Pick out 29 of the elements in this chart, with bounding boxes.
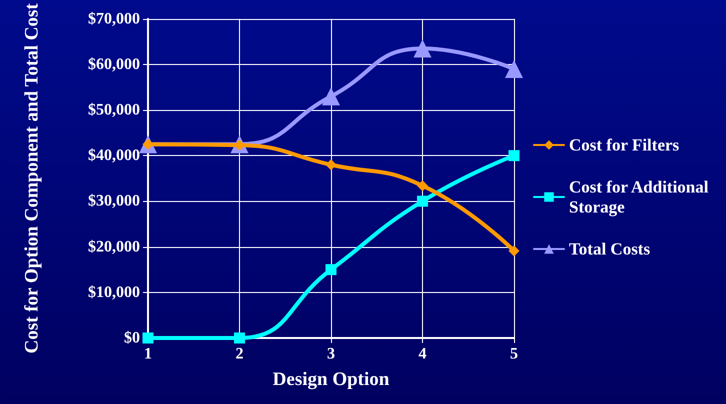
y-tick-label: $0 xyxy=(124,330,140,346)
point xyxy=(326,159,336,170)
point xyxy=(414,39,432,58)
point xyxy=(234,332,245,344)
y-tick-label: $10,000 xyxy=(88,284,140,301)
legend-label: Cost for Additional Storage xyxy=(569,178,713,216)
y-tick-label: $60,000 xyxy=(88,56,140,73)
point xyxy=(322,87,340,106)
x-tick-label: 5 xyxy=(510,346,518,362)
y-tick-label: $70,000 xyxy=(88,10,140,28)
y-axis-title: Cost for Option Component and Total Cost xyxy=(22,2,42,354)
point xyxy=(505,60,523,78)
point xyxy=(508,245,520,256)
legend-label: Total Costs xyxy=(569,240,650,258)
point xyxy=(326,264,336,276)
y-tick-label: $50,000 xyxy=(88,102,140,119)
y-tick-label: $20,000 xyxy=(88,238,140,256)
y-tick-label: $30,000 xyxy=(88,192,140,210)
x-tick-label: 4 xyxy=(418,346,426,362)
point xyxy=(417,196,428,207)
point xyxy=(142,332,154,344)
x-tick-label: 2 xyxy=(236,346,244,362)
point xyxy=(508,150,520,162)
x-tick-label: 1 xyxy=(144,346,152,362)
x-tick-label: 3 xyxy=(327,346,335,362)
y-tick-label: $40,000 xyxy=(88,147,140,164)
legend-label: Cost for Filters xyxy=(569,136,680,154)
point xyxy=(417,180,428,192)
x-axis-title: Design Option xyxy=(272,369,390,390)
